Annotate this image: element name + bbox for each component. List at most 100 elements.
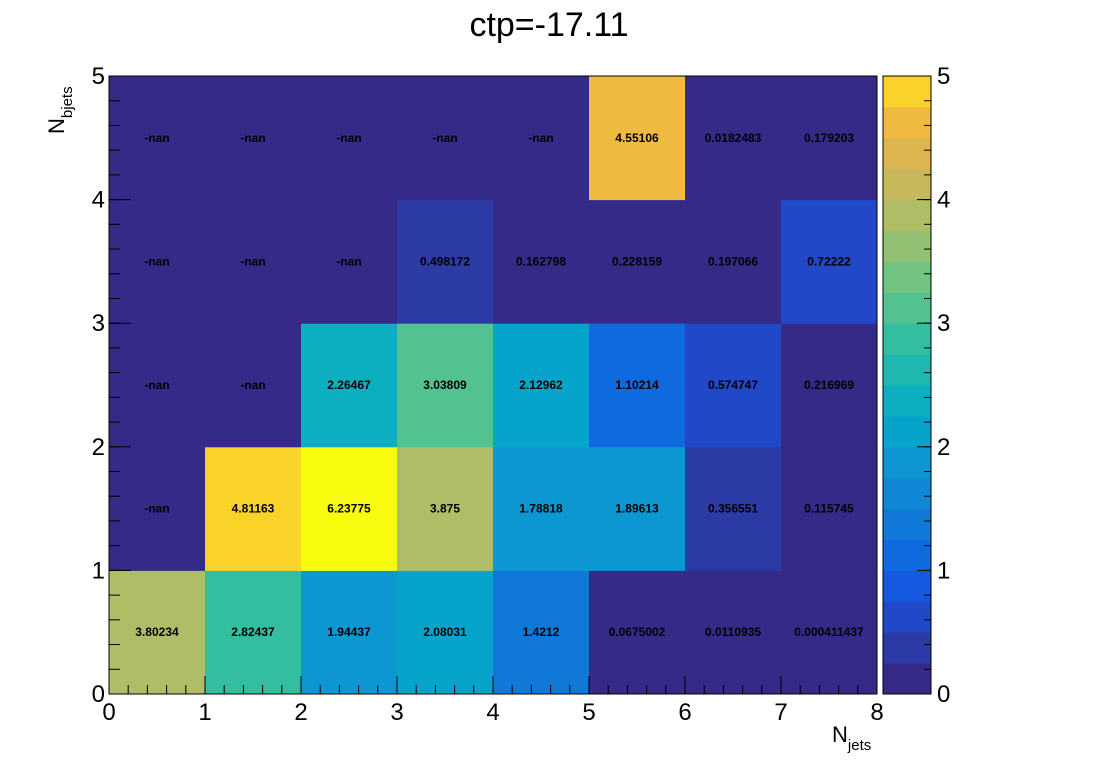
- colorbar-tick-label: 4: [937, 187, 950, 214]
- heatmap-cell: [301, 570, 398, 695]
- cell-value-label: -nan: [336, 254, 361, 268]
- heatmap-cell-labels: 3.80234 2.82437 1.94437 2.08031 1.4212 0.0675…: [135, 131, 864, 639]
- cell-value-label: 1.4212: [523, 625, 560, 639]
- cell-value-label: 0.000411437: [794, 625, 864, 639]
- cell-value-label: 3.03809: [423, 378, 467, 392]
- cell-value-label: 0.0675002: [609, 625, 666, 639]
- cell-value-label: 0.574747: [708, 378, 758, 392]
- heatmap-cell: [397, 76, 494, 201]
- cell-value-label: 1.89613: [615, 502, 659, 516]
- colorbar-level: [883, 323, 931, 355]
- heatmap-cell: [301, 446, 398, 571]
- cell-value-label: 2.26467: [327, 378, 371, 392]
- heatmap-cell: [301, 76, 398, 201]
- cell-value-label: 3.80234: [135, 625, 179, 639]
- cell-value-label: 0.72222: [807, 254, 851, 268]
- x-tick-label: 7: [774, 699, 787, 726]
- x-tick-label: 8: [870, 699, 883, 726]
- colorbar-level: [883, 168, 931, 201]
- heatmap-cell: [109, 323, 206, 448]
- heatmap-cell: [109, 76, 206, 201]
- heatmap-cell: [685, 199, 782, 324]
- heatmap-cell: [493, 76, 590, 201]
- y-axis-title-sub: bjets: [59, 86, 76, 118]
- cell-value-label: 1.94437: [327, 625, 371, 639]
- heatmap-cell: [397, 199, 494, 324]
- colorbar-tick-label: 3: [937, 310, 950, 337]
- cell-value-label: 0.0182483: [705, 131, 762, 145]
- heatmap-cell: [589, 323, 686, 448]
- colorbar-level: [883, 601, 931, 633]
- y-tick-label: 2: [92, 434, 105, 461]
- colorbar-level: [883, 230, 931, 262]
- cell-value-label: 0.162798: [516, 254, 566, 268]
- cell-value-label: -nan: [144, 378, 169, 392]
- colorbar-level: [883, 199, 931, 231]
- heatmap-cell: [205, 199, 302, 324]
- heatmap-cell: [397, 446, 494, 571]
- heatmap-cell: [301, 199, 398, 324]
- cell-value-label: -nan: [144, 254, 169, 268]
- cell-value-label: 0.228159: [612, 254, 662, 268]
- heatmap-cell: [685, 76, 782, 201]
- y-tick-label: 5: [92, 63, 105, 90]
- heatmap-cell: [781, 323, 878, 448]
- heatmap-cell: [685, 446, 782, 571]
- y-tick-label: 3: [92, 310, 105, 337]
- heatmap-cell: [589, 199, 686, 324]
- heatmap-cell: [109, 570, 206, 695]
- cell-value-label: -nan: [432, 131, 457, 145]
- x-axis-title-main: N: [832, 722, 848, 747]
- x-tick-label: 1: [198, 699, 211, 726]
- colorbar-level: [883, 415, 931, 448]
- colorbar-frame: [882, 75, 932, 695]
- cell-value-label: -nan: [528, 131, 553, 145]
- cell-value-label: -nan: [240, 131, 265, 145]
- heatmap-cell: [493, 199, 590, 324]
- heatmap-cell: [205, 446, 302, 571]
- heatmap-cell: [205, 323, 302, 448]
- cell-value-label: 2.82437: [231, 625, 275, 639]
- colorbar-level: [883, 539, 931, 571]
- x-tick-label: 5: [582, 699, 595, 726]
- heatmap-cell: [781, 199, 878, 324]
- cell-value-label: 2.12962: [519, 378, 563, 392]
- cell-value-label: 2.08031: [423, 625, 467, 639]
- cell-value-label: 0.0110935: [705, 625, 761, 639]
- heatmap-cell: [781, 570, 878, 695]
- cell-value-label: 0.115745: [804, 502, 854, 516]
- x-axis-title: Njets: [832, 722, 871, 754]
- cell-value-label: 4.81163: [232, 502, 275, 516]
- heatmap-cell: [397, 323, 494, 448]
- cell-value-label: 6.23775: [327, 502, 371, 516]
- x-axis-title-sub: jets: [847, 737, 871, 754]
- y-tick-label: 0: [92, 681, 105, 708]
- colorbar-level: [883, 632, 931, 664]
- x-tick-label: 3: [390, 699, 403, 726]
- heatmap-cell: [589, 76, 686, 201]
- heatmap-cell: [205, 570, 302, 695]
- colorbar-tick-label: 5: [937, 63, 950, 90]
- x-tick-label: 0: [102, 699, 115, 726]
- heatmap-cell: [493, 323, 590, 448]
- colorbar-tick-label: 0: [937, 681, 950, 708]
- colorbar-level: [883, 106, 931, 139]
- cell-value-label: 1.10214: [615, 378, 659, 392]
- colorbar: [882, 75, 932, 695]
- cell-value-label: -nan: [240, 254, 265, 268]
- colorbar-axis: 0 1 2 3 4 5: [917, 63, 950, 708]
- heatmap-cell: [493, 570, 590, 695]
- y-tick-label: 1: [92, 557, 105, 584]
- heatmap-cell: [109, 446, 206, 571]
- heatmap-cell: [109, 199, 206, 324]
- colorbar-level: [883, 477, 931, 510]
- y-tick-label: 4: [92, 187, 105, 214]
- heatmap-cell: [397, 570, 494, 695]
- x-tick-label: 2: [294, 699, 307, 726]
- cell-value-label: 1.78818: [519, 502, 563, 516]
- colorbar-level: [883, 137, 931, 170]
- cell-value-label: 0.179203: [804, 131, 854, 145]
- cell-value-label: -nan: [144, 502, 169, 516]
- cell-value-label: 0.498172: [420, 254, 470, 268]
